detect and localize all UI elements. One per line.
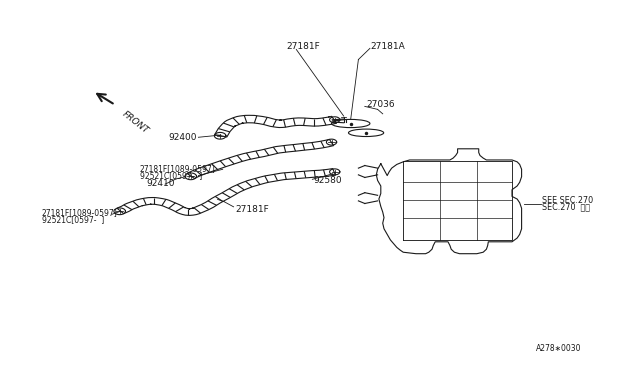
Text: 27181F: 27181F — [236, 205, 269, 214]
Text: SEE SEC.270: SEE SEC.270 — [542, 196, 593, 205]
Text: 92521C[0597-  ]: 92521C[0597- ] — [42, 215, 104, 224]
Text: 92580: 92580 — [314, 176, 342, 185]
Text: SEC.270  参照: SEC.270 参照 — [542, 203, 590, 212]
Text: 27036: 27036 — [366, 100, 395, 109]
Text: 92521C[0597-  ]: 92521C[0597- ] — [140, 171, 202, 180]
Text: 27181A: 27181A — [370, 42, 404, 51]
Text: FRONT: FRONT — [120, 110, 150, 136]
Text: 27181F[1089-0597]: 27181F[1089-0597] — [140, 164, 215, 173]
Text: 27181F[1089-0597]: 27181F[1089-0597] — [42, 208, 117, 217]
Text: 27181F: 27181F — [287, 42, 321, 51]
Text: 92400: 92400 — [168, 133, 197, 142]
Text: A278∗0030: A278∗0030 — [536, 344, 582, 353]
Text: 92410: 92410 — [146, 179, 175, 187]
